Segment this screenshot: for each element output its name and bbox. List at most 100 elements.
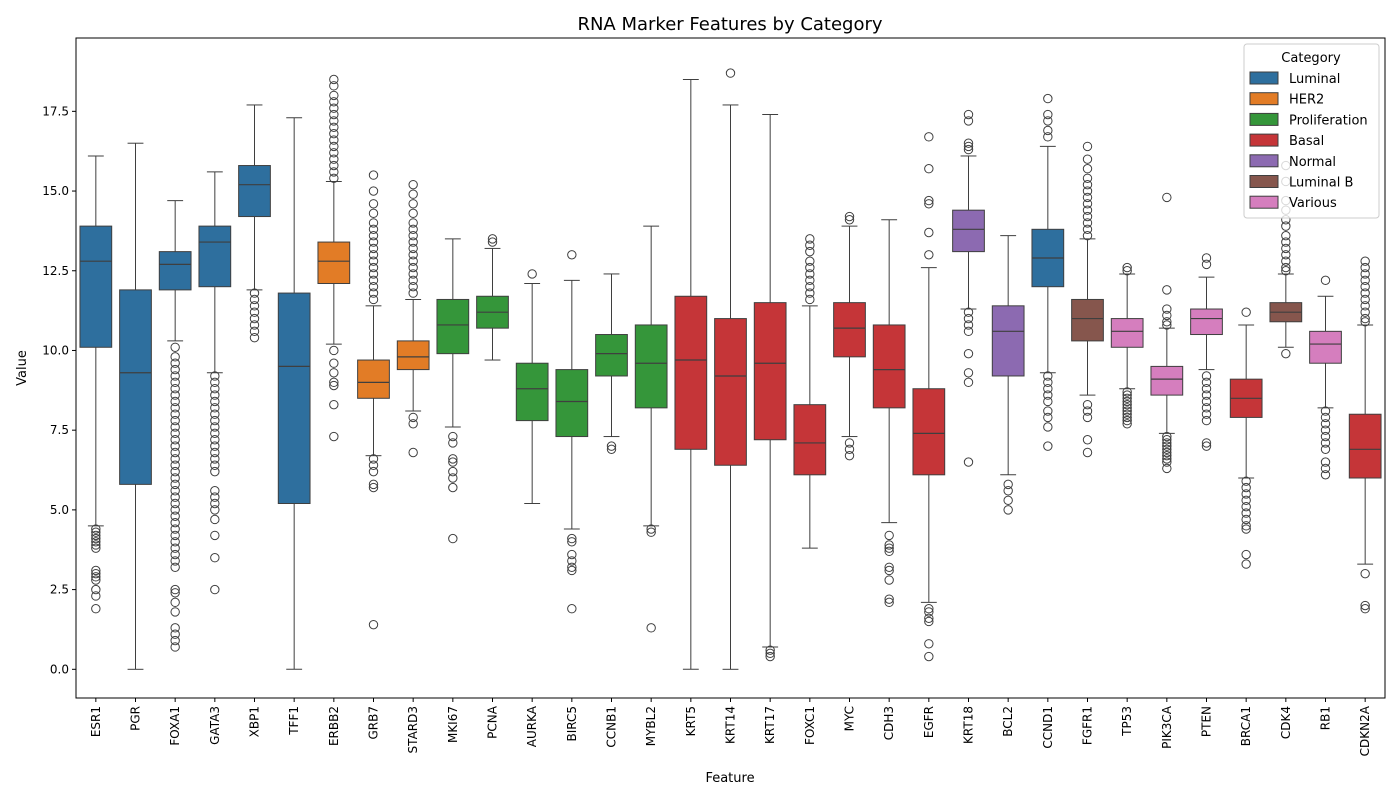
outlier-point: [368, 237, 379, 247]
outlier-point: [1122, 393, 1132, 403]
outlier-point: [368, 224, 379, 235]
box-foxa1: [158, 200, 192, 652]
outlier-point: [1082, 154, 1093, 164]
box-fgfr1: [1071, 141, 1104, 458]
outlier-point: [210, 492, 220, 502]
box-krt5: [674, 78, 708, 670]
x-tick-label: CDH3: [882, 706, 896, 740]
box-rb1: [1309, 275, 1342, 480]
outlier-point: [329, 97, 339, 107]
legend-swatch: [1249, 154, 1279, 168]
outlier-point: [963, 138, 974, 148]
outlier-point: [1043, 384, 1053, 394]
x-axis-label: Feature: [705, 771, 754, 786]
outlier-point: [805, 288, 815, 298]
outlier-point: [844, 444, 855, 455]
outlier-point: [408, 243, 418, 254]
x-tick-label: PTEN: [1200, 706, 1214, 737]
outlier-point: [368, 186, 379, 196]
outlier-point: [368, 269, 379, 279]
x-tick-label: BCL2: [1001, 706, 1015, 737]
outlier-point: [170, 635, 180, 646]
x-tick-label: FOXA1: [168, 706, 182, 746]
outlier-point: [1043, 396, 1053, 407]
box-xbp1: [238, 104, 271, 343]
outlier-point: [805, 262, 815, 273]
box-ccnb1: [595, 273, 628, 455]
outlier-point: [408, 224, 418, 235]
y-tick-label: 2.5: [50, 583, 69, 597]
outlier-point: [924, 604, 934, 614]
outlier-point: [884, 562, 894, 572]
outlier-point: [1360, 313, 1370, 324]
outlier-point: [725, 68, 736, 78]
outlier-point: [1043, 125, 1053, 136]
x-tick-label: PCNA: [486, 705, 500, 739]
outlier-point: [1320, 406, 1331, 416]
outlier-point: [805, 240, 815, 250]
outlier-point: [329, 109, 339, 120]
outlier-point: [1360, 307, 1370, 317]
outlier-point: [924, 164, 934, 174]
outlier-point: [368, 218, 379, 228]
x-tick-label: MYBL2: [644, 706, 658, 746]
outlier-point: [170, 352, 180, 362]
outlier-point: [329, 368, 339, 378]
outlier-point: [1043, 377, 1053, 388]
chart-title: RNA Marker Features by Category: [577, 14, 882, 35]
outlier-point: [1241, 549, 1251, 560]
box-body: [357, 359, 390, 399]
x-tick-label: STARD3: [406, 706, 420, 753]
outlier-point: [170, 409, 180, 419]
outlier-point: [1082, 224, 1093, 235]
outlier-point: [368, 460, 379, 470]
outlier-point: [1320, 470, 1331, 480]
outlier-point: [567, 250, 577, 260]
outlier-point: [1043, 422, 1053, 432]
outlier-point: [805, 275, 815, 286]
outlier-point: [1320, 431, 1331, 442]
box-body: [872, 324, 906, 409]
outlier-point: [805, 246, 815, 257]
outlier-point: [1162, 463, 1172, 474]
outlier-point: [170, 428, 180, 439]
x-tick-label: KRT14: [724, 706, 738, 744]
legend-label: Proliferation: [1289, 113, 1368, 128]
box-body: [396, 340, 430, 371]
box-tff1: [277, 117, 311, 670]
outlier-point: [1082, 412, 1093, 423]
y-axis: 0.0 2.5 5.0 7.5 10.0 12.5 15.0 17.5: [42, 104, 76, 676]
outlier-point: [924, 639, 934, 649]
outlier-point: [408, 281, 418, 292]
outlier-point: [1360, 275, 1370, 286]
outlier-point: [1201, 377, 1212, 388]
outlier-point: [805, 234, 815, 244]
outlier-point: [1320, 463, 1331, 474]
outlier-point: [1360, 301, 1370, 311]
outlier-point: [368, 275, 379, 286]
outlier-point: [408, 189, 418, 199]
outlier-point: [91, 530, 101, 541]
outlier-point: [1082, 211, 1093, 222]
outlier-point: [1360, 269, 1370, 279]
outlier-point: [1201, 253, 1212, 263]
outlier-point: [805, 294, 815, 305]
outlier-point: [170, 479, 180, 490]
outlier-point: [329, 141, 339, 152]
outlier-point: [249, 326, 260, 337]
outlier-point: [844, 438, 855, 448]
outlier-point: [170, 607, 180, 617]
outlier-point: [408, 275, 418, 286]
outlier-point: [1162, 435, 1172, 445]
outlier-point: [805, 256, 815, 266]
outlier-point: [170, 584, 180, 595]
outlier-point: [249, 294, 260, 305]
outlier-point: [448, 431, 458, 442]
outlier-point: [1162, 317, 1172, 327]
y-tick-label: 10.0: [42, 343, 69, 357]
outlier-point: [91, 604, 101, 614]
outlier-point: [170, 460, 180, 470]
outlier-point: [963, 313, 974, 324]
outlier-point: [91, 565, 101, 576]
outlier-point: [1241, 476, 1251, 486]
